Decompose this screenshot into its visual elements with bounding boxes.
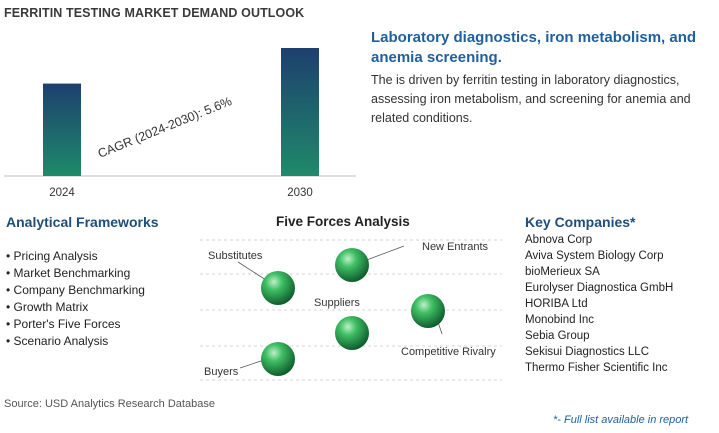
side-heading: Laboratory diagnostics, iron metabolism,… bbox=[371, 29, 697, 66]
five-forces-heading: Five Forces Analysis bbox=[276, 214, 410, 229]
bar-2024 bbox=[43, 83, 81, 176]
side-description: The is driven by ferritin testing in lab… bbox=[371, 73, 691, 125]
list-item: Eurolyser Diagnostica GmbH bbox=[525, 282, 674, 294]
source-note: Source: USD Analytics Research Database bbox=[4, 398, 215, 410]
list-item: Porter's Five Forces bbox=[6, 316, 145, 333]
force-label-new-entrants: New Entrants bbox=[422, 241, 489, 253]
companies-heading: Key Companies* bbox=[525, 214, 636, 230]
list-item: Aviva System Biology Corp bbox=[525, 250, 664, 262]
force-label-suppliers: Suppliers bbox=[314, 297, 360, 309]
frameworks-list: Pricing Analysis Market Benchmarking Com… bbox=[6, 248, 145, 350]
companies-list: Abnova Corp Aviva System Biology Corp bi… bbox=[525, 232, 673, 376]
sphere-icon bbox=[335, 316, 369, 350]
list-item: HORIBA Ltd bbox=[525, 298, 588, 310]
list-item: Scenario Analysis bbox=[6, 333, 145, 350]
bar-chart: 2024 2030 CAGR (2024-2030): 5.6% bbox=[4, 48, 356, 199]
frameworks-heading: Analytical Frameworks bbox=[6, 214, 159, 230]
cagr-annotation: CAGR (2024-2030): 5.6% bbox=[96, 94, 234, 161]
force-label-buyers: Buyers bbox=[204, 366, 239, 378]
list-item: Pricing Analysis bbox=[6, 248, 145, 265]
list-item: Sekisui Diagnostics LLC bbox=[525, 346, 650, 358]
list-item: Company Benchmarking bbox=[6, 282, 145, 299]
five-forces-diagram: Substitutes New Entrants Suppliers Compe… bbox=[200, 239, 502, 381]
list-item: Growth Matrix bbox=[6, 299, 145, 316]
sphere-icon bbox=[411, 294, 445, 328]
force-label-competitive-rivalry: Competitive Rivalry bbox=[401, 346, 496, 358]
list-item: Thermo Fisher Scientific Inc bbox=[525, 362, 668, 374]
list-item: bioMerieux SA bbox=[525, 266, 600, 278]
list-item: Sebia Group bbox=[525, 330, 590, 342]
force-label-substitutes: Substitutes bbox=[208, 250, 263, 262]
list-item: Market Benchmarking bbox=[6, 265, 145, 282]
chart-title: FERRITIN TESTING MARKET DEMAND OUTLOOK bbox=[4, 6, 305, 20]
x-tick-label: 2030 bbox=[287, 187, 313, 199]
footnote: *- Full list available in report bbox=[553, 414, 689, 426]
bar-2030 bbox=[281, 48, 319, 176]
x-tick-label: 2024 bbox=[49, 187, 75, 199]
list-item: Monobind Inc bbox=[525, 314, 595, 326]
sphere-icon bbox=[261, 271, 295, 305]
sphere-icon bbox=[335, 248, 369, 282]
list-item: Abnova Corp bbox=[525, 234, 593, 246]
sphere-icon bbox=[261, 342, 295, 376]
